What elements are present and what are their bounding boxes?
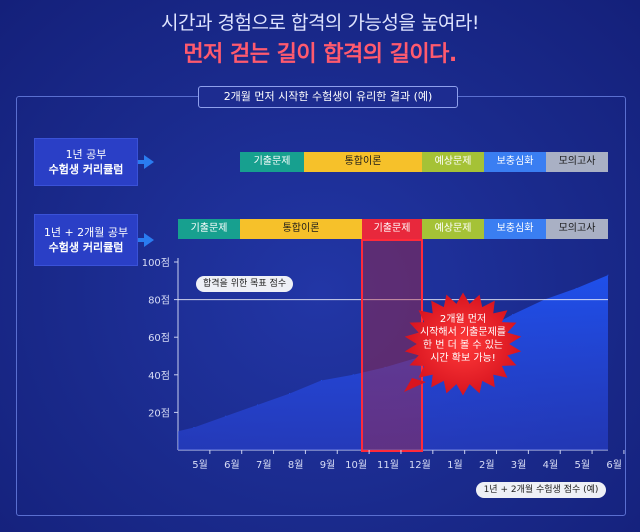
label-1y-line2: 수험생 커리큘럼 <box>48 163 124 176</box>
headline-line1: 시간과 경험으로 합격의 가능성을 높여라! <box>161 12 479 34</box>
headline-line2: 먼저 걷는 길이 합격의 길이다. <box>183 42 457 67</box>
x-tick-label: 2월 <box>479 459 495 471</box>
label-1y2m-line2: 수험생 커리큘럼 <box>48 241 124 254</box>
y-tick-label: 60점 <box>148 332 170 344</box>
data-point <box>320 379 322 381</box>
x-tick-label: 6월 <box>606 459 622 471</box>
y-tick-label: 40점 <box>148 370 170 382</box>
highlight-band <box>361 239 423 452</box>
callout-line: 시작해서 기출문제를 <box>420 325 506 338</box>
arrow-right-icon <box>144 233 154 247</box>
data-point <box>352 374 354 376</box>
data-point <box>575 287 577 289</box>
label-1y-line1: 1년 공부 <box>65 148 107 161</box>
data-point <box>257 404 259 406</box>
x-tick-label: 9월 <box>320 459 336 471</box>
arrow-stem-1y2m <box>138 238 144 242</box>
callout-tail <box>404 378 426 392</box>
segment-1y-3: 보충심화 <box>484 152 546 172</box>
label-box-1y2m: 1년 + 2개월 공부 수험생 커리큘럼 <box>34 214 138 266</box>
frame-title: 2개월 먼저 시작한 수험생이 유리한 결과 (예) <box>198 86 458 108</box>
data-point <box>193 426 195 428</box>
segment-1y2m-4: 보충심화 <box>484 219 546 239</box>
arrow-right-icon <box>144 155 154 169</box>
x-tick-label: 10월 <box>345 459 367 471</box>
x-tick-label: 7월 <box>256 459 272 471</box>
segment-1y2m-1: 통합이론 <box>240 219 362 239</box>
score-area <box>178 275 608 450</box>
x-tick-label: 5월 <box>192 459 208 471</box>
callout-line: 한 번 더 볼 수 있는 <box>423 339 503 351</box>
axis-note: 1년 + 2개월 수험생 점수 (예) <box>476 482 606 498</box>
y-tick-label: 80점 <box>148 295 170 307</box>
y-tick-label: 20점 <box>148 407 170 419</box>
label-box-1y: 1년 공부 수험생 커리큘럼 <box>34 138 138 186</box>
x-tick-label: 5월 <box>575 459 591 471</box>
x-tick-label: 12월 <box>409 459 431 471</box>
y-tick-label: 100점 <box>142 257 170 269</box>
arrow-stem-1y <box>138 160 144 164</box>
data-point <box>384 366 386 368</box>
callout-line: 시간 확보 가능! <box>430 352 496 364</box>
segment-1y2m-0: 기출문제 <box>178 219 240 239</box>
segment-1y2m-5: 모의고사 <box>546 219 608 239</box>
segment-1y-0: 기출문제 <box>240 152 304 172</box>
x-tick-label: 1월 <box>447 459 463 471</box>
segment-1y2m-3: 예상문제 <box>422 219 484 239</box>
data-point <box>225 415 227 417</box>
x-tick-label: 3월 <box>511 459 527 471</box>
x-tick-label: 6월 <box>224 459 240 471</box>
callout-line: 2개월 먼저 <box>440 313 486 325</box>
segment-1y-2: 예상문제 <box>422 152 484 172</box>
callout-burst <box>404 292 522 396</box>
data-point <box>288 393 290 395</box>
segment-1y2m-2: 기출문제 <box>362 219 422 239</box>
segment-1y-4: 모의고사 <box>546 152 608 172</box>
data-point <box>511 314 513 316</box>
x-tick-label: 8월 <box>288 459 304 471</box>
x-tick-label: 4월 <box>543 459 559 471</box>
segment-1y-1: 통합이론 <box>304 152 422 172</box>
target-score-badge: 합격을 위한 목표 점수 <box>196 276 294 292</box>
x-tick-label: 11월 <box>377 459 399 471</box>
label-1y2m-line1: 1년 + 2개월 공부 <box>43 226 129 239</box>
data-point <box>607 274 609 276</box>
